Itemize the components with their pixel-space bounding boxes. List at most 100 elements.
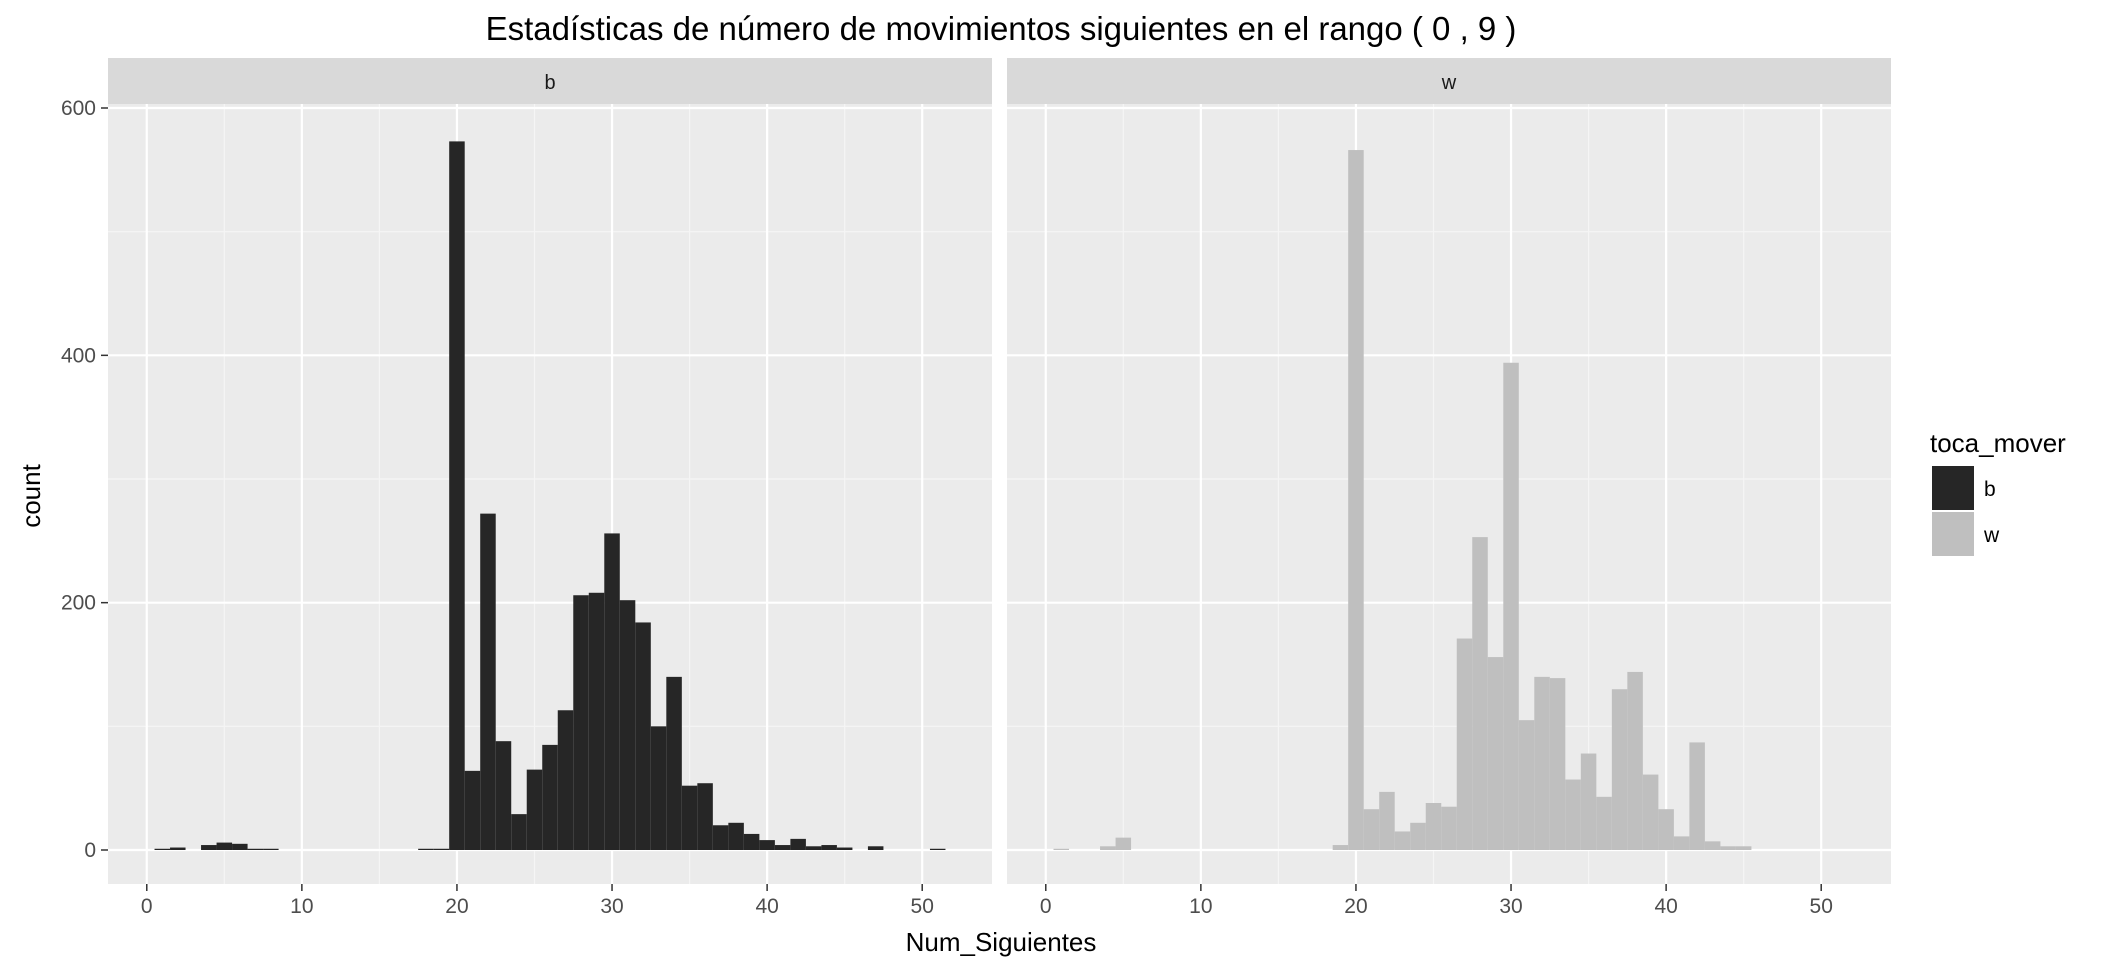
histogram-bar bbox=[1332, 845, 1349, 850]
histogram-bar bbox=[712, 825, 729, 850]
histogram-bar bbox=[1472, 537, 1488, 850]
histogram-bar bbox=[650, 726, 667, 850]
histogram-bar bbox=[1611, 689, 1628, 850]
bars-b bbox=[154, 141, 946, 850]
x-axis-w: 0 10 20 30 40 50 bbox=[1040, 884, 1833, 918]
histogram-bar bbox=[821, 845, 837, 850]
y-tick-label: 0 bbox=[84, 839, 96, 862]
facet-strip-label-b: b bbox=[544, 72, 555, 94]
histogram-bar bbox=[1689, 742, 1705, 850]
histogram-bar bbox=[1053, 848, 1070, 850]
legend: toca_mover bw bbox=[1930, 428, 2066, 556]
histogram-bar bbox=[464, 770, 481, 850]
histogram-bar bbox=[232, 843, 248, 850]
x-tick-label: 40 bbox=[755, 895, 778, 918]
histogram-bar bbox=[1394, 831, 1411, 850]
histogram-bar bbox=[1580, 753, 1597, 850]
histogram-bar bbox=[1642, 774, 1659, 850]
x-tick-label: 30 bbox=[600, 895, 623, 918]
histogram-bar bbox=[1518, 720, 1535, 850]
histogram-bar bbox=[1503, 362, 1519, 850]
histogram-bar bbox=[1658, 809, 1674, 850]
histogram-bar bbox=[154, 848, 171, 850]
y-axis: 0 200 400 600 bbox=[61, 97, 108, 862]
histogram-bar bbox=[1410, 822, 1426, 850]
histogram-bar bbox=[1549, 678, 1566, 850]
x-tick-label: 0 bbox=[141, 895, 153, 918]
histogram-bar bbox=[263, 848, 279, 850]
legend-key-b bbox=[1932, 466, 1974, 510]
histogram-bar bbox=[1720, 846, 1736, 850]
x-tick-label: 20 bbox=[1344, 895, 1367, 918]
histogram-bar bbox=[1100, 846, 1116, 850]
histogram-bar bbox=[526, 769, 543, 850]
x-axis-b: 0 10 20 30 40 50 bbox=[141, 884, 934, 918]
histogram-bar bbox=[743, 833, 760, 850]
bars-w bbox=[1053, 150, 1752, 851]
histogram-bar bbox=[681, 785, 698, 850]
histogram-bar bbox=[1673, 836, 1690, 850]
facet-strip-w bbox=[1007, 58, 1891, 104]
panel-background bbox=[1007, 104, 1891, 884]
histogram-bar bbox=[836, 847, 853, 850]
histogram-bar bbox=[1704, 841, 1721, 850]
x-tick-label: 20 bbox=[445, 895, 468, 918]
y-axis-title: count bbox=[16, 463, 46, 527]
legend-key-w bbox=[1932, 512, 1974, 556]
histogram-bar bbox=[1627, 671, 1643, 850]
histogram-bar bbox=[1565, 779, 1581, 850]
histogram-bar bbox=[759, 840, 775, 850]
x-tick-label: 50 bbox=[1810, 895, 1833, 918]
legend-label-w: w bbox=[1983, 524, 2000, 547]
histogram-bar bbox=[604, 533, 620, 850]
x-tick-label: 50 bbox=[911, 895, 934, 918]
histogram-bar bbox=[728, 822, 744, 850]
histogram-bar bbox=[511, 814, 527, 850]
histogram-bar bbox=[557, 710, 574, 850]
histogram-bar bbox=[170, 847, 186, 850]
chart-title: Estadísticas de número de movimientos si… bbox=[486, 10, 1517, 47]
x-axis-title: Num_Siguientes bbox=[906, 927, 1097, 957]
x-tick-label: 10 bbox=[1189, 895, 1212, 918]
histogram-bar bbox=[449, 141, 465, 850]
y-tick-label: 600 bbox=[61, 97, 96, 120]
x-tick-label: 40 bbox=[1654, 895, 1677, 918]
x-tick-label: 10 bbox=[290, 895, 313, 918]
histogram-bar bbox=[774, 845, 791, 850]
x-tick-label: 30 bbox=[1499, 895, 1522, 918]
histogram-bar bbox=[216, 842, 233, 850]
histogram-bar bbox=[495, 741, 512, 850]
histogram-bar bbox=[1363, 809, 1380, 850]
histogram-bar bbox=[1441, 806, 1457, 850]
histogram-bar bbox=[790, 838, 806, 850]
histogram-bar bbox=[805, 846, 822, 850]
facet-strip-label-w: w bbox=[1441, 72, 1457, 94]
histogram-bar bbox=[588, 592, 605, 850]
panel-b: b bbox=[108, 58, 992, 884]
histogram-bar bbox=[480, 513, 496, 850]
histogram-bar bbox=[867, 846, 884, 850]
legend-title: toca_mover bbox=[1930, 428, 2066, 458]
histogram-bar bbox=[542, 744, 558, 850]
y-tick-label: 200 bbox=[61, 592, 96, 615]
histogram-bar bbox=[1115, 837, 1132, 850]
histogram-bar bbox=[697, 783, 713, 850]
histogram-bar bbox=[1735, 846, 1752, 850]
histogram-bar bbox=[1425, 803, 1442, 850]
histogram-bar bbox=[247, 848, 264, 850]
facet-strip-b bbox=[108, 58, 992, 104]
histogram-bar bbox=[635, 622, 651, 850]
histogram-bar bbox=[573, 595, 589, 850]
histogram-bar bbox=[929, 848, 946, 850]
histogram-bar bbox=[1456, 638, 1473, 850]
legend-label-b: b bbox=[1984, 478, 1996, 501]
panel-w: w bbox=[1007, 58, 1891, 884]
histogram-bar bbox=[619, 600, 636, 850]
x-axes: 0 10 20 30 40 50 0 10 20 30 40 50 bbox=[141, 884, 1833, 918]
histogram-bar bbox=[1534, 676, 1550, 850]
x-tick-label: 0 bbox=[1040, 895, 1052, 918]
histogram-bar bbox=[1379, 791, 1395, 850]
histogram-bar bbox=[1487, 657, 1504, 850]
